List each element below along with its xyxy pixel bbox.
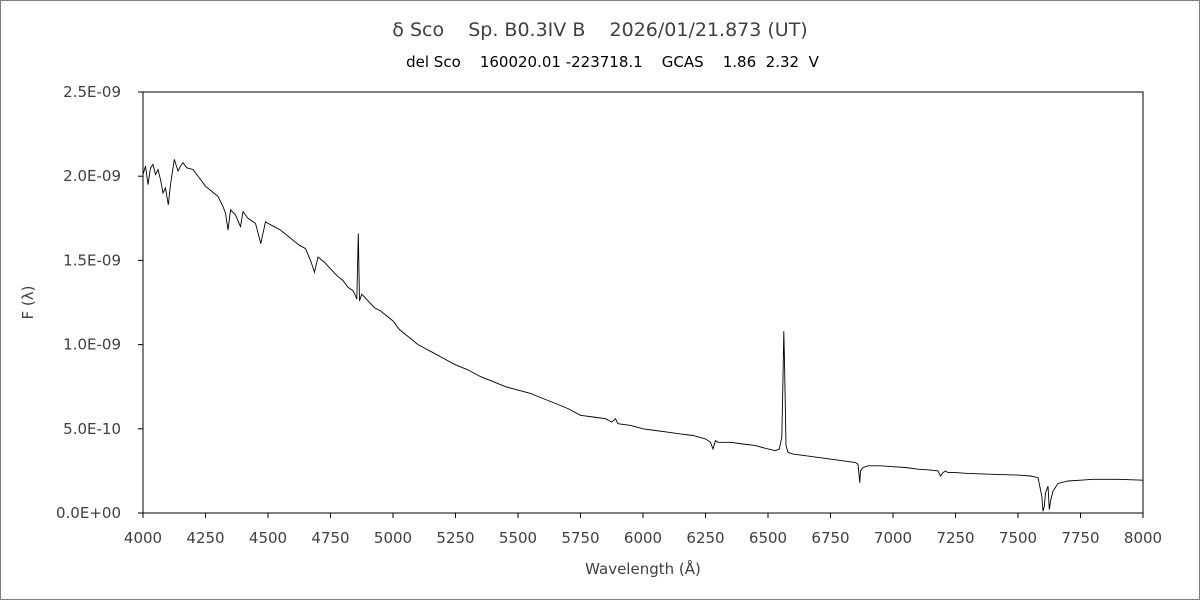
y-axis: 0.0E+00 5.0E-10 1.0E-09 1.5E-09 2.0E-09 2.5E-… — [56, 83, 143, 522]
x-tick-label: 4500 — [249, 529, 287, 547]
x-tick-label: 5500 — [499, 529, 537, 547]
y-tick-label: 5.0E-10 — [63, 420, 121, 438]
y-tick-label: 1.0E-09 — [63, 336, 121, 354]
x-tick-label: 6500 — [749, 529, 787, 547]
plot-area — [142, 91, 1144, 514]
chart-subtitle: del Sco 160020.01 -223718.1 GCAS 1.86 2.… — [406, 53, 819, 71]
y-tick-label: 2.5E-09 — [63, 83, 121, 101]
x-tick-label: 8000 — [1124, 529, 1162, 547]
y-tick-label: 0.0E+00 — [56, 504, 121, 522]
y-tick-label: 2.0E-09 — [63, 167, 121, 185]
x-tick-label: 7250 — [936, 529, 974, 547]
x-tick-label: 7750 — [1061, 529, 1099, 547]
x-axis-title: Wavelength (Å) — [585, 559, 701, 578]
x-axis: 4000 4250 4500 4750 5000 5250 5500 5750 6000 6250… — [124, 513, 1162, 547]
y-axis-title: F (λ) — [19, 286, 37, 320]
x-tick-label: 6250 — [686, 529, 724, 547]
x-tick-label: 7500 — [999, 529, 1037, 547]
x-tick-label: 6750 — [811, 529, 849, 547]
x-tick-label: 4750 — [311, 529, 349, 547]
x-tick-label: 6000 — [624, 529, 662, 547]
x-tick-label: 5000 — [374, 529, 412, 547]
spectrum-series-line — [142, 159, 1144, 512]
x-tick-label: 5750 — [561, 529, 599, 547]
x-tick-label: 4250 — [186, 529, 224, 547]
chart-title: δ Sco Sp. B0.3IV B 2026/01/21.873 (UT) — [392, 19, 808, 41]
x-tick-label: 4000 — [124, 529, 162, 547]
x-tick-label: 5250 — [436, 529, 474, 547]
y-tick-label: 1.5E-09 — [63, 251, 121, 269]
x-tick-label: 7000 — [874, 529, 912, 547]
